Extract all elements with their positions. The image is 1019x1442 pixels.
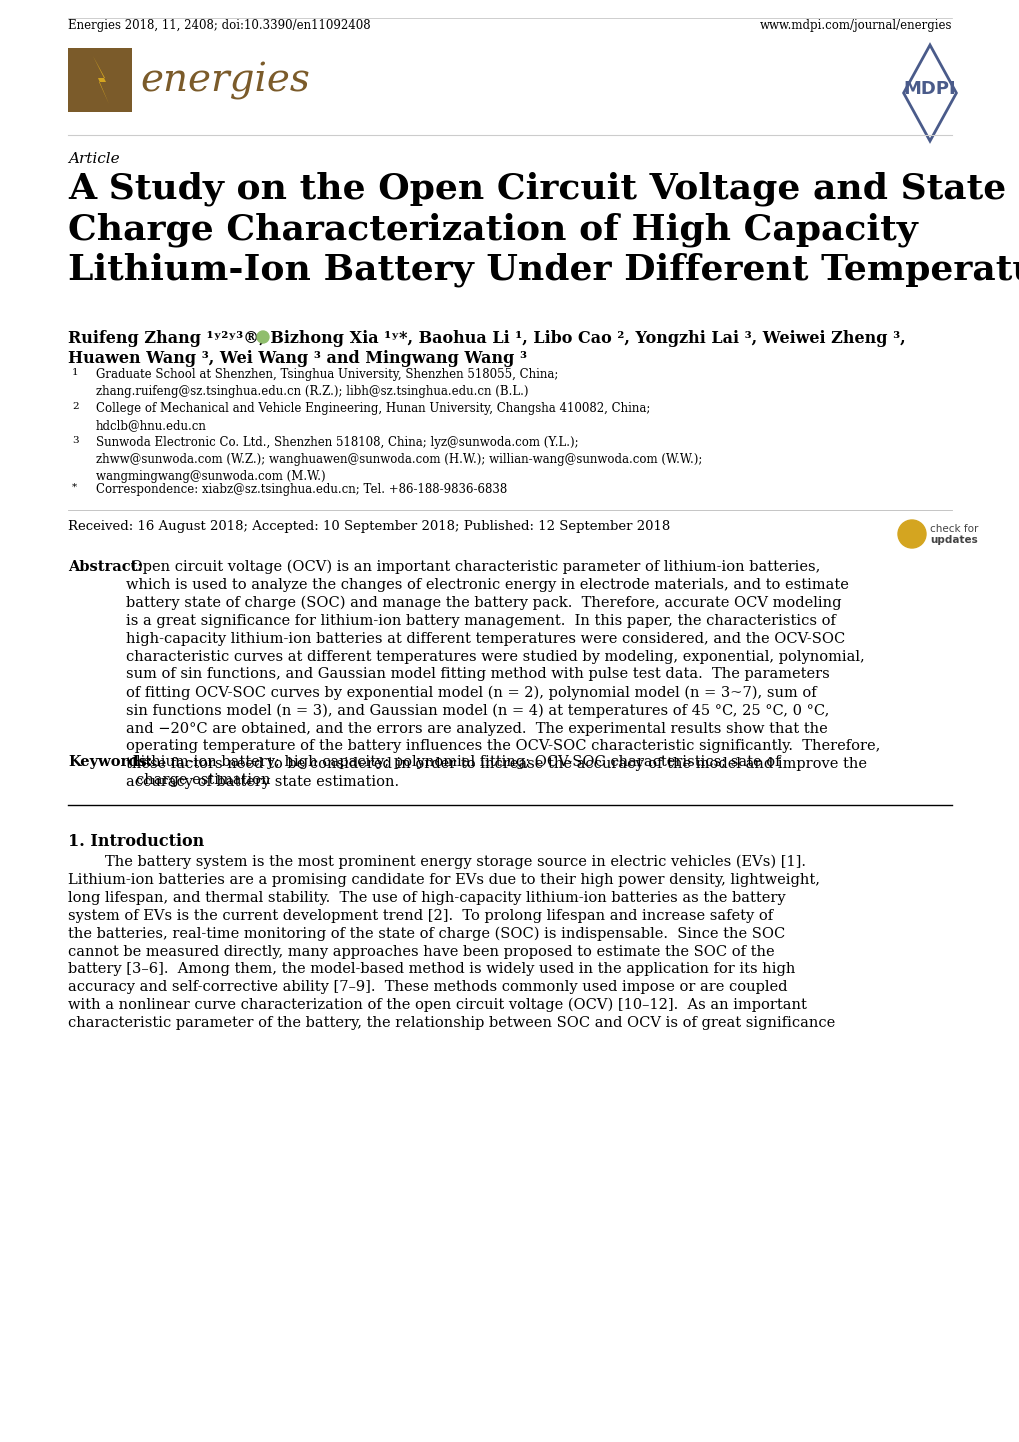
Text: 1. Introduction: 1. Introduction [68, 833, 204, 849]
Text: Graduate School at Shenzhen, Tsinghua University, Shenzhen 518055, China;
zhang.: Graduate School at Shenzhen, Tsinghua Un… [96, 368, 557, 398]
Text: The battery system is the most prominent energy storage source in electric vehic: The battery system is the most prominent… [68, 855, 835, 1030]
Text: 1: 1 [72, 368, 78, 376]
Text: 2: 2 [72, 402, 78, 411]
Text: www.mdpi.com/journal/energies: www.mdpi.com/journal/energies [759, 19, 951, 32]
Text: Article: Article [68, 151, 119, 166]
Text: Open circuit voltage (OCV) is an important characteristic parameter of lithium-i: Open circuit voltage (OCV) is an importa… [126, 559, 879, 789]
Circle shape [897, 521, 925, 548]
Text: updates: updates [929, 535, 977, 545]
Text: Abstract:: Abstract: [68, 559, 143, 574]
Text: A Study on the Open Circuit Voltage and State of
Charge Characterization of High: A Study on the Open Circuit Voltage and … [68, 172, 1019, 287]
Text: energies: energies [140, 62, 310, 99]
Text: ✓: ✓ [905, 525, 917, 539]
Polygon shape [93, 56, 109, 104]
Text: 3: 3 [72, 435, 78, 446]
Text: Sunwoda Electronic Co. Ltd., Shenzhen 518108, China; lyz@sunwoda.com (Y.L.);
zhw: Sunwoda Electronic Co. Ltd., Shenzhen 51… [96, 435, 702, 483]
Text: Ruifeng Zhang ¹ʸ²ʸ³®, Bizhong Xia ¹ʸ*, Baohua Li ¹, Libo Cao ², Yongzhi Lai ³, W: Ruifeng Zhang ¹ʸ²ʸ³®, Bizhong Xia ¹ʸ*, B… [68, 330, 905, 348]
Text: Keywords:: Keywords: [68, 756, 152, 769]
Text: Energies 2018, 11, 2408; doi:10.3390/en11092408: Energies 2018, 11, 2408; doi:10.3390/en1… [68, 19, 370, 32]
FancyBboxPatch shape [68, 48, 131, 112]
Text: check for: check for [929, 523, 977, 534]
Text: *: * [72, 483, 77, 492]
Text: Received: 16 August 2018; Accepted: 10 September 2018; Published: 12 September 2: Received: 16 August 2018; Accepted: 10 S… [68, 521, 669, 534]
Text: lithium-ion battery; high capacity; polynomial fitting; OCV-SOC characteristics;: lithium-ion battery; high capacity; poly… [136, 756, 780, 787]
Text: MDPI: MDPI [903, 79, 956, 98]
Circle shape [257, 332, 269, 343]
Text: College of Mechanical and Vehicle Engineering, Hunan University, Changsha 410082: College of Mechanical and Vehicle Engine… [96, 402, 650, 431]
Text: Huawen Wang ³, Wei Wang ³ and Mingwang Wang ³: Huawen Wang ³, Wei Wang ³ and Mingwang W… [68, 350, 527, 368]
Text: Correspondence: xiabz@sz.tsinghua.edu.cn; Tel. +86-188-9836-6838: Correspondence: xiabz@sz.tsinghua.edu.cn… [96, 483, 506, 496]
Text: iD: iD [259, 335, 266, 339]
